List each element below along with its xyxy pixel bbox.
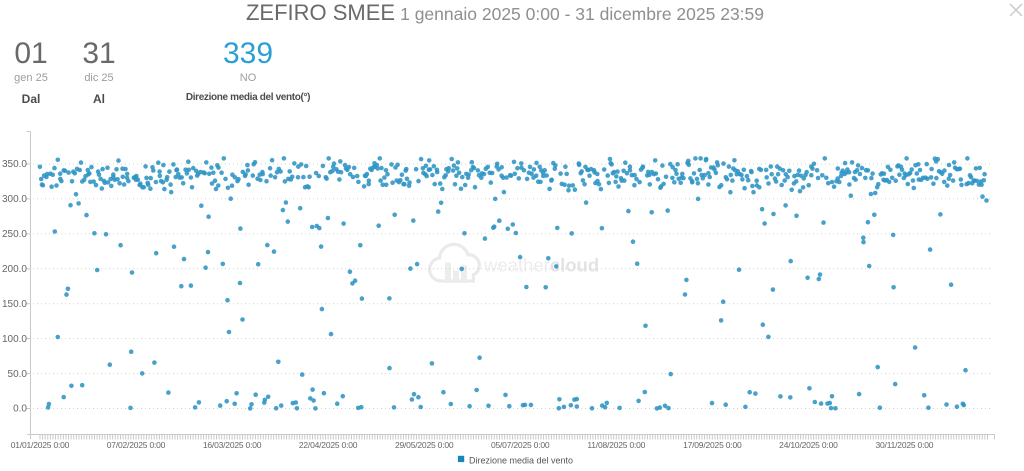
svg-text:0.0: 0.0 bbox=[13, 404, 27, 415]
svg-text:350.0: 350.0 bbox=[2, 159, 27, 170]
svg-text:29/05/2025 0:00: 29/05/2025 0:00 bbox=[395, 440, 454, 450]
svg-text:Direzione media del vento: Direzione media del vento bbox=[469, 456, 573, 466]
svg-text:16/03/2025 0:00: 16/03/2025 0:00 bbox=[203, 440, 262, 450]
svg-text:17/09/2025 0:00: 17/09/2025 0:00 bbox=[683, 440, 742, 450]
svg-text:01/01/2025 0:00: 01/01/2025 0:00 bbox=[11, 440, 70, 450]
svg-text:100.0: 100.0 bbox=[2, 334, 27, 345]
svg-text:07/02/2025 0:00: 07/02/2025 0:00 bbox=[107, 440, 166, 450]
svg-text:22/04/2025 0:00: 22/04/2025 0:00 bbox=[299, 440, 358, 450]
svg-text:200.0: 200.0 bbox=[2, 264, 27, 275]
svg-text:weathercloud: weathercloud bbox=[483, 255, 599, 276]
svg-text:05/07/2025 0:00: 05/07/2025 0:00 bbox=[491, 440, 550, 450]
svg-text:30/11/2025 0:00: 30/11/2025 0:00 bbox=[875, 440, 933, 450]
svg-text:24/10/2025 0:00: 24/10/2025 0:00 bbox=[779, 440, 838, 450]
svg-text:300.0: 300.0 bbox=[2, 194, 27, 205]
svg-text:150.0: 150.0 bbox=[2, 299, 27, 310]
svg-text:50.0: 50.0 bbox=[8, 369, 28, 380]
svg-text:11/08/2025 0:00: 11/08/2025 0:00 bbox=[587, 440, 645, 450]
svg-text:250.0: 250.0 bbox=[2, 229, 27, 240]
